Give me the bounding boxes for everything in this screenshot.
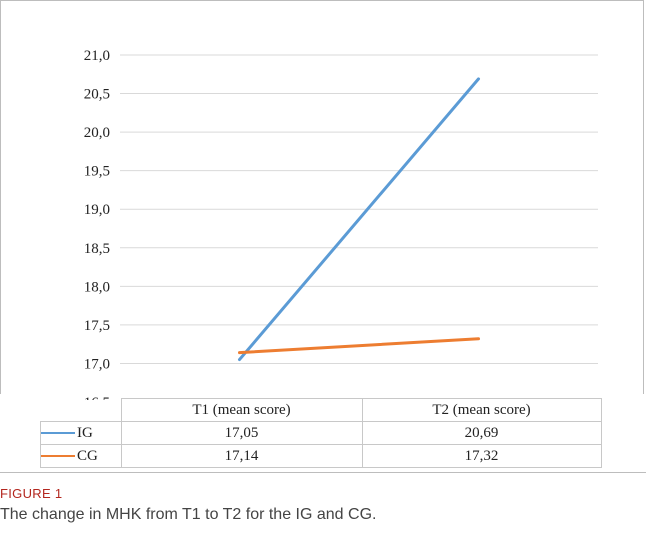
line-chart: 21,0 20,5 20,0 19,5 19,0 18,5 18,0 17,5 17,0 16,5 [84, 48, 598, 400]
legend-swatch-cg [41, 455, 75, 458]
legend-label-cg: CG [77, 447, 98, 464]
category-header-t1: T1 (mean score) [120, 398, 363, 422]
y-tick-label: 18,5 [84, 241, 110, 257]
y-axis: 21,0 20,5 20,0 19,5 19,0 18,5 18,0 17,5 17,0 16,5 [84, 48, 110, 400]
series-line-cg [238, 337, 480, 355]
category-header-t2: T2 (mean score) [361, 398, 602, 422]
y-tick-label: 19,5 [84, 164, 110, 180]
value-cg-t1: 17,14 [120, 444, 363, 468]
value-cg-t2: 17,32 [361, 444, 602, 468]
data-table-corner [40, 398, 122, 422]
data-table-row-cg: CG 17,14 17,32 [40, 444, 602, 468]
legend-ig: IG [40, 421, 122, 445]
chart-frame [0, 0, 644, 394]
series-lines [238, 77, 480, 362]
y-tick-label: 17,5 [84, 318, 110, 334]
gridlines [120, 54, 598, 364]
y-tick-label: 21,0 [84, 48, 110, 64]
data-table-row-ig: IG 17,05 20,69 [40, 421, 602, 445]
legend-label-ig: IG [77, 424, 93, 441]
y-tick-label: 20,5 [84, 87, 110, 103]
data-table-header: T1 (mean score) T2 (mean score) [40, 398, 602, 422]
y-tick-label: 20,0 [84, 125, 110, 141]
value-ig-t1: 17,05 [120, 421, 363, 445]
value-ig-t2: 20,69 [361, 421, 602, 445]
y-tick-label: 16,5 [84, 395, 110, 400]
y-tick-label: 17,0 [84, 356, 110, 372]
legend-swatch-ig [41, 432, 75, 435]
figure-caption: The change in MHK from T1 to T2 for the … [0, 506, 377, 523]
y-tick-label: 18,0 [84, 279, 110, 295]
figure-label: FIGURE 1 [0, 486, 63, 501]
legend-cg: CG [40, 444, 122, 468]
series-line-ig [238, 77, 480, 362]
data-table: T1 (mean score) T2 (mean score) IG 17,05… [40, 398, 602, 468]
y-tick-label: 19,0 [84, 202, 110, 218]
caption-divider [0, 472, 646, 473]
